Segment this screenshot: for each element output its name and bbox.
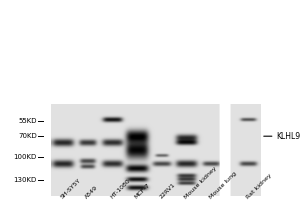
Text: 130KD: 130KD	[14, 177, 37, 183]
Text: Mouse kidney: Mouse kidney	[183, 165, 217, 200]
Text: HT-1080: HT-1080	[109, 178, 131, 200]
Text: SH-SY5Y: SH-SY5Y	[60, 177, 82, 200]
Text: A549: A549	[85, 185, 100, 200]
Text: 70KD: 70KD	[18, 133, 37, 139]
Text: MCF-7: MCF-7	[134, 182, 151, 200]
Text: 100KD: 100KD	[14, 154, 37, 160]
Text: Rat kidney: Rat kidney	[245, 172, 272, 200]
Text: Mouse lung: Mouse lung	[208, 171, 237, 200]
Text: 55KD: 55KD	[18, 118, 37, 124]
Text: 22RV1: 22RV1	[159, 182, 176, 200]
Text: KLHL9: KLHL9	[276, 132, 300, 141]
